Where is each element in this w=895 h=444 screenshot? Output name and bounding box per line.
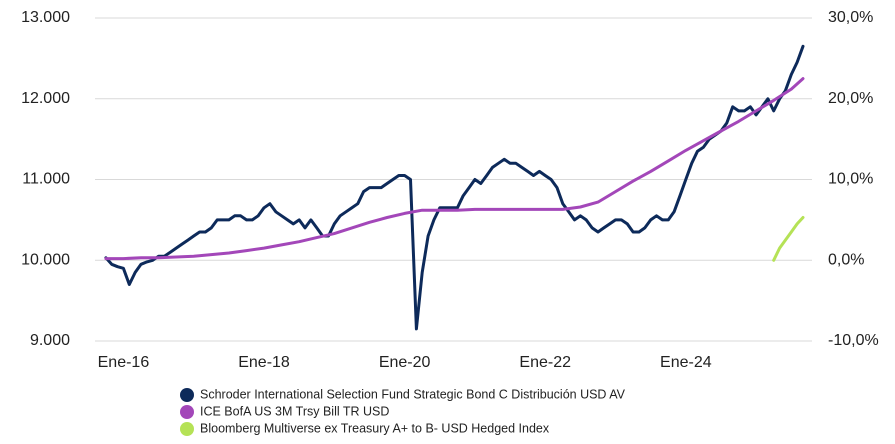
- legend-label: ICE BofA US 3M Trsy Bill TR USD: [200, 404, 389, 418]
- y-tick-label: 13.000: [21, 9, 70, 26]
- x-tick-label: Ene-20: [379, 354, 431, 371]
- x-tick-label: Ene-18: [238, 354, 290, 371]
- x-tick-label: Ene-22: [519, 354, 571, 371]
- series-line: [104, 44, 805, 331]
- series-line: [772, 216, 805, 262]
- y-tick-label: 9.000: [30, 332, 70, 349]
- legend-marker: [180, 388, 194, 402]
- legend-marker: [180, 405, 194, 419]
- series-line: [104, 77, 805, 261]
- y2-tick-label: 10,0%: [828, 171, 873, 188]
- y2-tick-label: 0,0%: [828, 251, 864, 268]
- legend-label: Schroder International Selection Fund St…: [200, 387, 626, 401]
- y2-tick-label: 20,0%: [828, 90, 873, 107]
- y-tick-label: 10.000: [21, 251, 70, 268]
- y2-tick-label: 30,0%: [828, 9, 873, 26]
- legend-marker: [180, 422, 194, 436]
- y-tick-label: 12.000: [21, 90, 70, 107]
- y-tick-label: 11.000: [22, 171, 70, 188]
- y2-tick-label: -10,0%: [828, 332, 879, 349]
- x-tick-label: Ene-24: [660, 354, 712, 371]
- legend-label: Bloomberg Multiverse ex Treasury A+ to B…: [200, 421, 550, 435]
- x-tick-label: Ene-16: [98, 354, 150, 371]
